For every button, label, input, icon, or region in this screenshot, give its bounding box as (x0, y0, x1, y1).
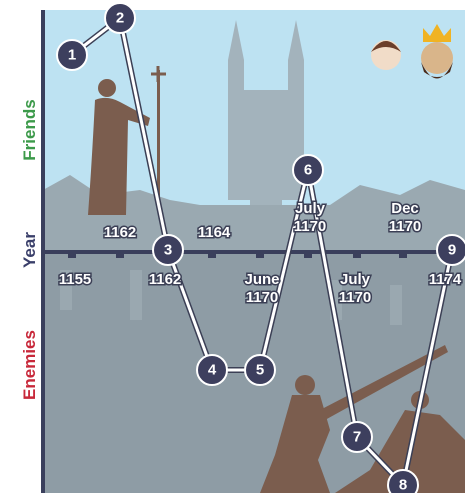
year-line: June (244, 271, 279, 288)
axis-tick (208, 252, 216, 258)
node-number: 5 (256, 362, 264, 379)
year-label: 1164 (198, 224, 231, 241)
year-label: Year (20, 232, 39, 268)
year-label: 1174 (429, 271, 462, 288)
year-line: Dec (391, 200, 419, 217)
node-number: 7 (353, 429, 361, 446)
year-line: 1170 (246, 289, 279, 306)
year-line: 1170 (294, 218, 327, 235)
year-label: 1162 (104, 224, 137, 241)
timeline-infographic: Friends Year Enemies 11621164July1170Dec… (0, 0, 465, 493)
node-number: 2 (116, 10, 124, 27)
year-line: 1170 (339, 289, 372, 306)
axis-tick (399, 252, 407, 258)
friends-label: Friends (20, 99, 39, 160)
year-line: July (340, 271, 371, 288)
node-number: 6 (304, 162, 312, 179)
axis-tick (256, 252, 264, 258)
year-label: 1155 (59, 271, 92, 288)
axis-tick (304, 252, 312, 258)
node-number: 8 (399, 477, 407, 493)
year-line: 1155 (59, 271, 92, 288)
year-line: 1170 (389, 218, 422, 235)
node-number: 4 (208, 362, 217, 379)
year-line: 1162 (149, 271, 182, 288)
enemies-label: Enemies (20, 330, 39, 400)
year-line: 1164 (198, 224, 231, 241)
node-number: 1 (68, 47, 76, 64)
year-label: 1162 (149, 271, 182, 288)
node-number: 9 (448, 242, 456, 259)
axis-tick (68, 252, 76, 258)
year-line: 1174 (429, 271, 462, 288)
axis-tick (353, 252, 361, 258)
year-line: July (295, 200, 326, 217)
axis-tick (116, 252, 124, 258)
year-line: 1162 (104, 224, 137, 241)
node-number: 3 (164, 242, 172, 259)
